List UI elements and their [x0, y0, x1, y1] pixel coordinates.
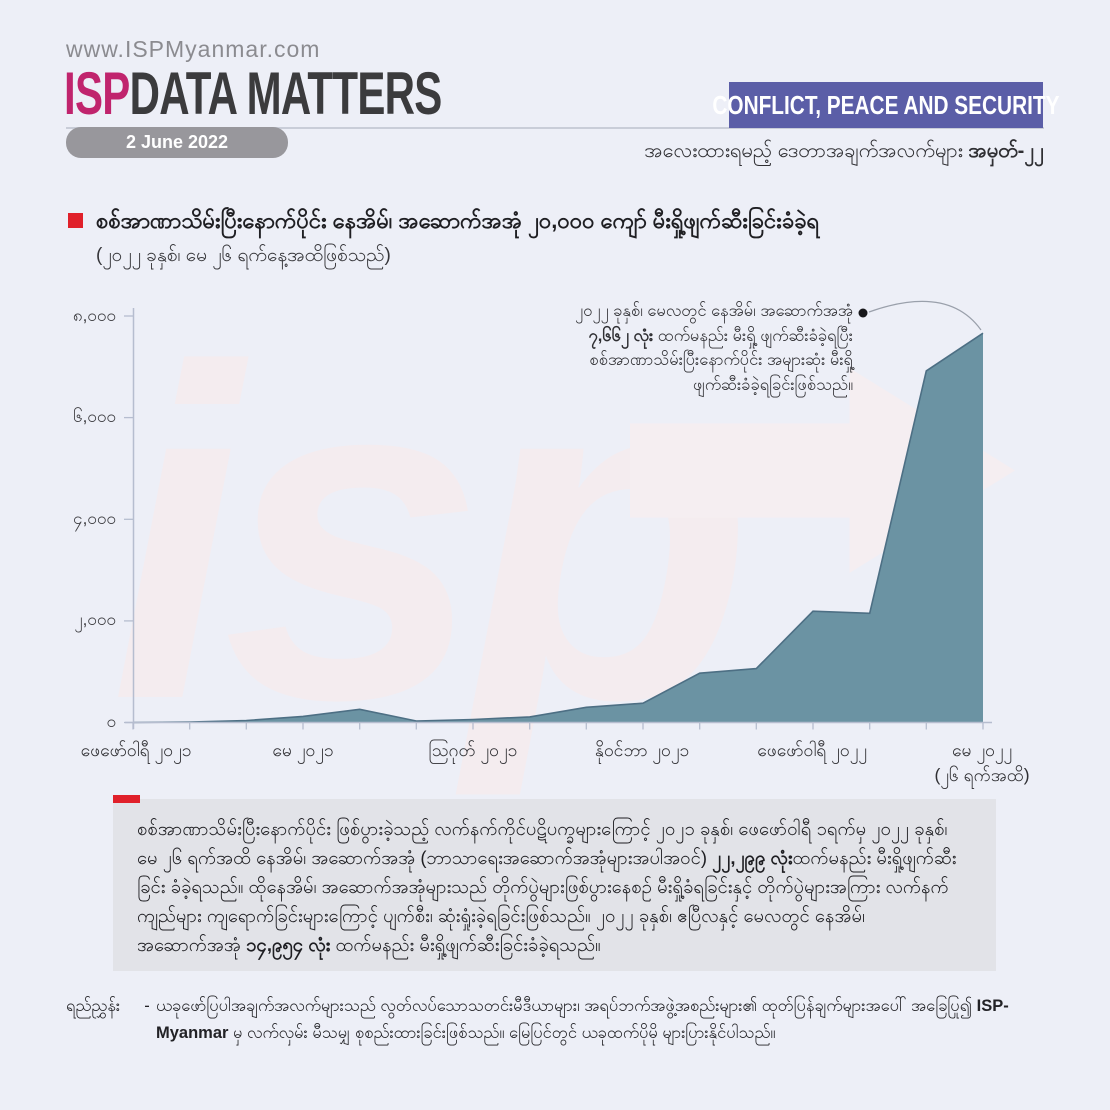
- footnote-brand: ISP-Myanmar: [156, 997, 1009, 1042]
- chart-area-line: [132, 332, 984, 724]
- summary-infobox: စစ်အာဏာသိမ်းပြီးနောက်ပိုင်း ဖြစ်ပွားခဲ့သ…: [113, 799, 996, 971]
- infobox-text-1: စစ်အာဏာသိမ်းပြီးနောက်ပိုင်း ဖြစ်ပွားခဲ့သ…: [137, 818, 948, 868]
- infobox-text-2: ထက်မနည်း မီးရှို့ဖျက်ဆီးခြင်း ခံခဲ့ရသည်။…: [137, 847, 957, 955]
- series-caption-text: အလေးထားရမည့် ဒေတာအချက်အလက်များ: [644, 140, 969, 162]
- x-tick-label-may2022: မေ ၂၀၂၂ (၂၆ ရက်အထိ): [896, 738, 1068, 789]
- chart-ticks: [124, 315, 984, 730]
- isp-watermark-text: isp: [110, 272, 753, 797]
- reference-footnote: ရည်ညွှန်း - ယခုဖော်ပြပါအချက်အလက်များသည် …: [66, 993, 1026, 1047]
- y-tick-label-6000: ၆,၀၀၀: [73, 407, 116, 426]
- chart-area-fill: [133, 333, 983, 723]
- x-tick-label-feb2021: ဖေဖော်ဝါရီ ၂၀၂၁: [80, 740, 192, 760]
- logo-isp: ISP: [64, 60, 130, 127]
- footnote-dash: -: [144, 997, 150, 1015]
- category-banner: CONFLICT, PEACE AND SECURITY: [712, 82, 1060, 128]
- x-tick-label-may2022-note: (၂၆ ရက်အထိ): [934, 765, 1030, 786]
- infobox-total-value: ၂၂,၂၉၉ လုံး: [712, 847, 793, 868]
- header-divider: [66, 127, 1044, 129]
- peak-annotation: ၂၀၂၂ ခုနှစ်၊ မေလတွင် နေအိမ်၊ အဆောက်အအုံ …: [480, 299, 853, 397]
- x-tick-label-nov2021: နိုဝင်ဘာ ၂၀၂၁: [594, 740, 690, 760]
- infobox-text-3: ထက်မနည်း မီးရှို့ဖျက်ဆီးခြင်းခံခဲ့ရသည်။: [330, 934, 601, 955]
- footnote-text-1: ယခုဖော်ပြပါအချက်အလက်များသည် လွတ်လပ်သောသတ…: [156, 997, 977, 1015]
- annotation-dot-icon: [858, 308, 868, 318]
- date-badge-label: 2 June 2022: [125, 132, 229, 152]
- series-caption: အလေးထားရမည့် ဒေတာအချက်အလက်များ အမှတ်-၂၂: [444, 137, 1044, 167]
- footnote-text-2: မှ လက်လှမ်း မီသမျှ စုစည်းထားခြင်းဖြစ်သည်…: [228, 1024, 776, 1042]
- chart-axes: [125, 308, 992, 729]
- date-badge: 2 June 2022: [66, 127, 288, 158]
- annotation-line-2-rest: ထက်မနည်း မီးရှို့ ဖျက်ဆီးခံခဲ့ရပြီး: [653, 326, 853, 345]
- footnote-label: ရည်ညွှန်း: [66, 997, 121, 1015]
- annotation-arrow-line: [868, 300, 982, 331]
- y-tick-label-4000: ၄,၀၀၀: [73, 509, 116, 528]
- footnote-text: ယခုဖော်ပြပါအချက်အလက်များသည် လွတ်လပ်သောသတ…: [156, 993, 1026, 1047]
- category-banner-label: CONFLICT, PEACE AND SECURITY: [712, 89, 1060, 120]
- annotation-line-2: ၇,၆၆၂ လုံး ထက်မနည်း မီးရှို့ ဖျက်ဆီးခံခဲ…: [480, 324, 853, 349]
- logo-data-matters: DATA MATTERS: [129, 60, 443, 127]
- chart-title: စစ်အာဏာသိမ်းပြီးနောက်ပိုင်း နေအိမ်၊ အဆော…: [96, 208, 820, 233]
- y-tick-label-2000: ၂,၀၀၀: [74, 610, 116, 629]
- series-number: အမှတ်-၂၂: [968, 140, 1044, 162]
- logo: ISPDATA MATTERS: [64, 64, 442, 124]
- annotation-value: ၇,၆၆၂ လုံး: [588, 326, 654, 345]
- website-url: www.ISPMyanmar.com: [66, 36, 321, 62]
- x-tick-label-may2022-month: မေ ၂၀၂၂: [952, 740, 1012, 760]
- annotation-line-4: ဖျက်ဆီးခံခဲ့ရခြင်းဖြစ်သည်။: [692, 375, 853, 394]
- infobox-red-accent: [113, 795, 140, 803]
- x-tick-label-aug2021: သြဂုတ် ၂၀၂၁: [428, 740, 518, 760]
- x-tick-label-may2021: မေ ၂၀၂၁: [272, 740, 334, 760]
- chart-subtitle: (၂၀၂၂ ခုနှစ်၊ မေ ၂၆ ရက်နေ့အထိဖြစ်သည်): [96, 245, 391, 266]
- annotation-line-3: စစ်အာဏာသိမ်းပြီးနောက်ပိုင်း အများဆုံး မီ…: [589, 351, 853, 369]
- annotation-line-1: ၂၀၂၂ ခုနှစ်၊ မေလတွင် နေအိမ်၊ အဆောက်အအုံ: [574, 302, 853, 320]
- red-square-bullet-icon: [68, 213, 83, 228]
- y-tick-label-0: ၀: [106, 712, 116, 731]
- infobox-aprmay-value: ၁၄,၉၅၄ လုံး: [246, 934, 331, 955]
- y-tick-label-8000: ၈,၀၀၀: [72, 306, 116, 325]
- x-tick-label-feb2022: ဖေဖော်ဝါရီ ၂၀၂၂: [757, 740, 867, 760]
